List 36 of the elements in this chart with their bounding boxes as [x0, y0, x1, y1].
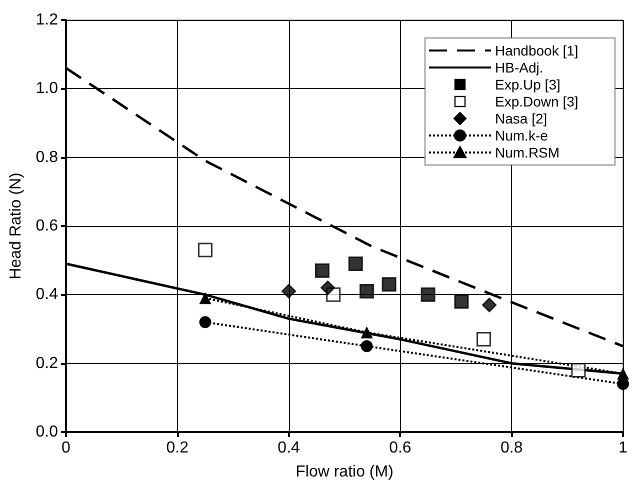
point [199, 316, 212, 328]
y-tick-label: 0.6 [36, 218, 58, 234]
point [454, 294, 469, 309]
x-tick-label: 0.4 [278, 440, 300, 456]
legend-label: Num.RSM [495, 144, 560, 160]
point [314, 263, 330, 278]
legend-label: Exp.Down [3] [495, 94, 578, 110]
legend-label: Nasa [2] [495, 110, 548, 126]
y-tick-label: 0.2 [36, 354, 58, 372]
y-tick-label: 0.4 [36, 286, 58, 304]
y-tick-label: 0.8 [36, 148, 58, 166]
x-tick-label: 0.2 [166, 440, 189, 456]
point [282, 284, 296, 298]
point [348, 256, 363, 272]
point [382, 277, 396, 292]
y-tick-label: 0.0 [36, 424, 58, 440]
point [360, 284, 374, 298]
y-tick-label: 1.2 [36, 12, 58, 28]
x-tick-label: 0.6 [389, 440, 412, 456]
x-axis-title: Flow ratio (M) [296, 464, 394, 480]
point [320, 280, 336, 296]
point [360, 340, 373, 352]
point [420, 287, 436, 302]
y-axis-title: Head Ratio (N) [8, 172, 24, 280]
legend-label: Num.k-e [495, 128, 548, 144]
legend-label: Exp.Up [3] [495, 76, 560, 92]
x-tick-label: 0.8 [500, 440, 523, 456]
x-tick-label: 1 [618, 440, 628, 456]
y-tick-label: 1.0 [36, 80, 58, 98]
point [476, 332, 491, 347]
x-tick-label: 0 [62, 440, 71, 456]
point [571, 362, 586, 378]
legend-label: HB-Adj. [495, 60, 544, 76]
point [482, 298, 497, 312]
legend-label: Handbook [1] [495, 42, 578, 58]
point [198, 242, 212, 258]
